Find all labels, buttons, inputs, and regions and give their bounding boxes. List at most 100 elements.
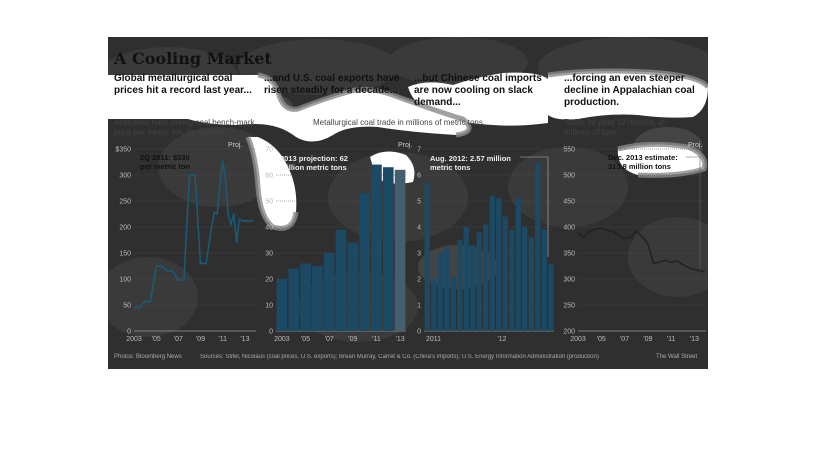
annotation-leader [686, 156, 701, 269]
x-tick-label: '11 [667, 336, 676, 343]
bar [483, 224, 489, 331]
bar [548, 264, 554, 331]
panel-1-subheading: Australian hard coking coal bench-mark p… [114, 118, 255, 137]
y-tick-label: 60 [265, 173, 273, 180]
x-tick-label: '11 [372, 336, 381, 343]
y-tick-label: 6 [417, 173, 421, 180]
data-point [189, 174, 190, 175]
x-tick-label: '11 [218, 336, 227, 343]
x-tick-label: 2011 [426, 336, 441, 343]
data-point [244, 220, 245, 221]
data-point [618, 235, 619, 236]
data-point [183, 279, 184, 280]
annotation-panel-3: metric tons [430, 163, 470, 172]
data-point [641, 236, 642, 237]
data-point [133, 307, 134, 308]
x-tick-label: '05 [152, 336, 161, 343]
y-tick-label: 4 [417, 225, 421, 232]
bar [437, 253, 443, 331]
data-point [583, 237, 584, 238]
y-tick-label: 50 [123, 303, 131, 310]
y-tick-label: $350 [115, 147, 131, 154]
data-point [139, 307, 140, 308]
data-point [676, 260, 677, 261]
data-point [247, 220, 248, 221]
annotation-panel-1: per metric ton [140, 162, 190, 171]
bar [300, 263, 311, 331]
coal-infographic: A Cooling Market Global metallurgical co… [108, 37, 708, 369]
panel-1-heading: Global metallurgical coal prices hit a r… [114, 73, 252, 96]
data-point [595, 228, 596, 229]
y-tick-label: 300 [563, 277, 575, 284]
y-tick-label: 350 [563, 251, 575, 258]
data-point [688, 267, 689, 268]
x-tick-label: '13 [690, 336, 699, 343]
y-tick-label: 0 [269, 329, 273, 336]
x-tick-label: '09 [196, 336, 205, 343]
x-tick-label: '07 [620, 336, 629, 343]
data-point [167, 271, 168, 272]
data-point [665, 260, 666, 261]
y-tick-label: 3 [417, 251, 421, 258]
bar [335, 229, 347, 331]
annotation-panel-1: 2Q 2011: $330 [140, 153, 190, 162]
data-point [636, 231, 637, 232]
x-tick-label: '12 [497, 336, 506, 343]
y-tick-label: 2 [417, 277, 421, 284]
x-tick-label: '09 [348, 336, 357, 343]
photo-credit: Photos: Bloomberg News [114, 354, 182, 360]
y-tick-label: 30 [265, 251, 273, 258]
data-point [653, 263, 654, 264]
data-point [233, 213, 234, 214]
annotation-panel-2: 2013 projection: 62 [280, 154, 348, 163]
panel-4-heading: ...forcing an even steeper decline in Ap… [564, 73, 695, 108]
x-tick-label: '09 [643, 336, 652, 343]
bar [371, 164, 382, 331]
bar [470, 245, 476, 331]
data-point [647, 243, 648, 244]
data-point [228, 214, 229, 215]
data-point [230, 224, 231, 225]
data-point [194, 174, 195, 175]
y-tick-label: 250 [119, 199, 131, 206]
bar [509, 229, 515, 331]
annotation-panel-4: Dec. 2013 estimate: [608, 153, 678, 162]
y-tick-label: 300 [119, 173, 131, 180]
y-tick-label: 20 [265, 277, 273, 284]
data-point [670, 262, 671, 263]
panel-2-subheading: Metallurgical coal trade in millions of … [313, 118, 483, 127]
publisher-credit: The Wall Street [656, 354, 698, 360]
bar [382, 167, 394, 331]
x-tick-label: '07 [325, 336, 334, 343]
bar [515, 198, 521, 331]
data-point [214, 212, 215, 213]
bar [359, 193, 370, 331]
y-tick-label: 500 [563, 173, 575, 180]
x-tick-label: 2003 [126, 336, 142, 343]
bar [450, 276, 456, 331]
charts-layer: $3503002502001501005002003'05'07'09'11'1… [115, 142, 706, 343]
data-point [630, 237, 631, 238]
bar [276, 279, 288, 331]
y-tick-label: 200 [563, 329, 575, 336]
bar [496, 198, 502, 331]
bar [424, 182, 430, 331]
sources-note: Sources: Stifel, Nicolaus (coal prices, … [200, 354, 599, 360]
data-point [624, 238, 625, 239]
data-point [178, 279, 179, 280]
panel-2-heading: ...and U.S. coal exports have risen stea… [264, 73, 400, 96]
y-tick-label: 100 [119, 277, 131, 284]
y-tick-label: 7 [417, 147, 421, 154]
data-point [172, 271, 173, 272]
annotation-leader [204, 156, 222, 161]
y-tick-label: 10 [265, 303, 273, 310]
x-tick-label: '05 [301, 336, 310, 343]
x-tick-label: 2003 [570, 336, 586, 343]
bar [541, 229, 547, 331]
bar [431, 279, 437, 331]
data-point [253, 220, 254, 221]
y-tick-label: 550 [563, 147, 575, 154]
x-tick-label: '05 [597, 336, 606, 343]
data-point [236, 242, 237, 243]
bar [502, 216, 508, 331]
